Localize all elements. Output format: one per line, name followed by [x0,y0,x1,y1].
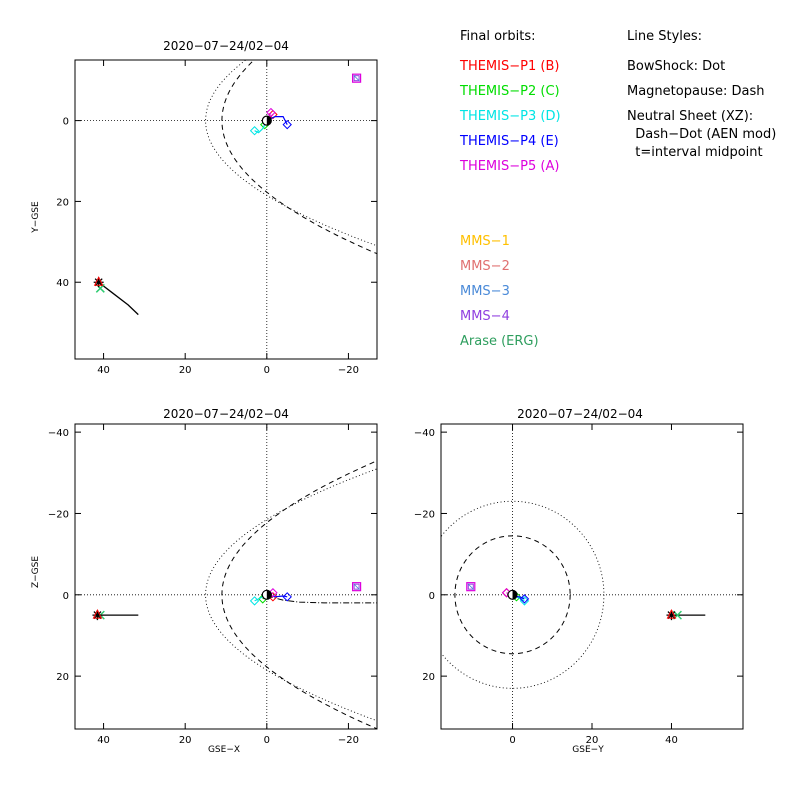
orbit-start-star-marker [93,277,104,288]
plot-panel-1: 40 20 0 −20 0 20 40 [56,59,378,376]
x-tick-label: 20 [179,365,192,376]
plot-frame [74,423,378,730]
y-tick-label: −20 [48,509,69,520]
earth-nightside-icon [266,116,272,126]
line-style-magnetopause: Magnetopause: Dash [627,84,764,99]
xz-plot-title: 2020−07−24/02−04 [163,407,289,421]
bow-shock-curve [441,500,605,689]
y-tick-label: 20 [422,672,435,683]
bow-shock-curve [205,60,377,247]
plot-frame [440,423,744,730]
x-tick-label: 40 [97,735,110,746]
plot-area-2 [75,424,377,729]
y-tick-label: 0 [429,591,435,602]
plot-frame [74,59,378,360]
themis-diamond-marker-3 [249,596,260,606]
legend-themis-p2: THEMIS−P2 (C) [459,84,560,99]
themis-diamond-marker-4 [282,119,292,130]
xz-y-axis-label: Z−GSE [31,556,41,588]
plot-panel-3: 0 20 40 20 0 −20 −40 [414,423,744,746]
legend-arase: Arase (ERG) [460,334,539,349]
x-tick-label: −20 [338,365,359,376]
legend-mms-4: MMS−4 [460,309,510,324]
legend-themis-p1: THEMIS−P1 (B) [459,59,559,74]
x-tick-label: −20 [338,735,359,746]
orbit-start-star-marker [92,610,103,621]
x-tick-label: 0 [264,735,270,746]
neutral-sheet-curve [266,595,377,604]
themis-p1-triangle-marker [666,609,677,619]
bow-shock-curve [205,468,377,722]
xz-x-axis-label: GSE−X [208,745,240,755]
y-tick-label: 0 [63,117,69,128]
yz-x-axis-label: GSE−Y [572,745,604,755]
themis-p1-triangle-marker [92,609,103,619]
themis-diamond-marker-3 [249,126,260,136]
magnetopause-curve [454,535,571,655]
y-tick-label: 40 [56,278,69,289]
xy-plot-title: 2020−07−24/02−04 [163,39,289,53]
earth-nightside-icon [512,590,518,600]
legend-themis-p3: THEMIS−P3 (D) [459,109,561,124]
x-tick-label: 0 [264,365,270,376]
y-tick-label: −40 [414,428,435,439]
x-tick-label: 40 [97,365,110,376]
themis-diamond-marker-4 [519,594,530,604]
x-tick-label: 20 [179,735,192,746]
final-orbits-title: Final orbits: [460,29,536,44]
earth-nightside-icon [266,590,272,600]
mms-square-marker [353,583,360,590]
mms-square-marker [353,75,360,82]
yz-plot-title: 2020−07−24/02−04 [517,407,643,421]
mms-square-marker [467,583,474,590]
xy-y-axis-label: Y−GSE [31,201,41,234]
x-tick-label: 40 [665,735,678,746]
y-tick-label: 20 [56,672,69,683]
line-styles-title: Line Styles: [627,29,702,44]
plot-area-1 [75,60,377,359]
legend-themis-p4: THEMIS−P4 (E) [459,134,559,149]
y-tick-label: −20 [414,509,435,520]
x-tick-label: 20 [586,735,599,746]
far-orbit-track [97,280,139,316]
magnetopause-curve [221,60,377,255]
y-tick-label: −40 [48,428,69,439]
y-tick-label: 20 [56,197,69,208]
mms-cross-marker [467,583,475,590]
themis-diamond-marker-4 [282,592,292,602]
legend-mms-3: MMS−3 [460,284,510,299]
themis-p5-square-marker [351,582,362,592]
line-style-neutral-sheet: Neutral Sheet (XZ): [627,109,753,124]
legend-mms-2: MMS−2 [460,259,510,274]
legend-themis-p5: THEMIS−P5 (A) [459,159,559,174]
mms-cross-marker [353,74,360,82]
orbit-start-star-marker [666,610,677,621]
legend-mms-1: MMS−1 [460,234,510,249]
x-tick-label: 0 [509,735,515,746]
themis-p5-square-marker [466,582,476,592]
y-tick-label: 0 [63,591,69,602]
plot-area-3 [441,424,743,729]
themis-p1-triangle-marker [93,276,104,286]
themis-p5-square-marker [351,73,362,83]
magnetopause-curve [221,460,377,729]
line-style-interval-note: t=interval midpoint [627,145,763,160]
plot-panel-2: 40 20 0 −20 20 0 −20 −40 [48,423,378,746]
themis-diamond-marker-5 [266,107,276,118]
mms-cross-marker [353,583,360,590]
line-style-bowshock: BowShock: Dot [627,59,725,74]
line-style-neutral-sheet-model: Dash−Dot (AEN mod) [627,127,776,142]
